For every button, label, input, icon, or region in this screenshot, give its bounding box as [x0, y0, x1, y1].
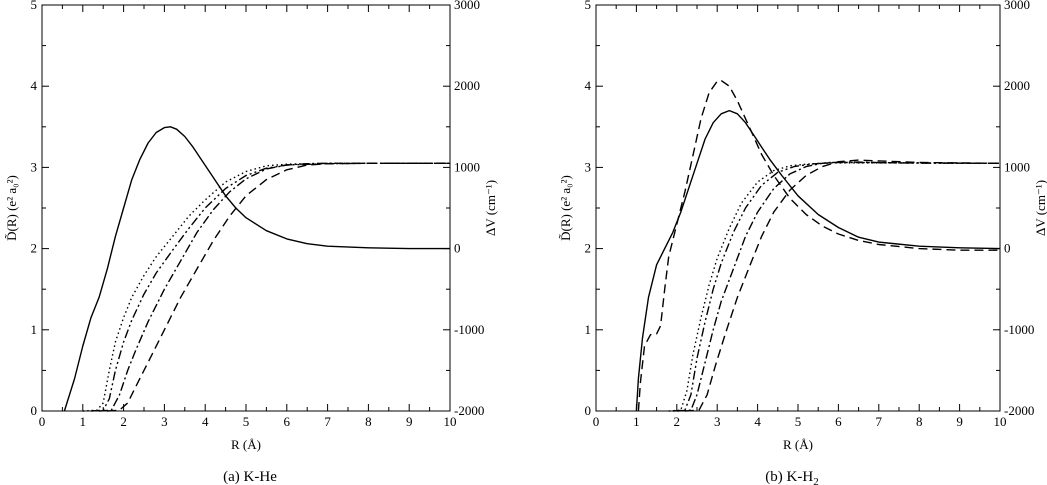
- x-tick-label: 6: [835, 414, 842, 429]
- caption-a: (a) K-He: [223, 469, 277, 485]
- series-line-dotted: [668, 162, 1001, 412]
- y2-tick-label: 0: [454, 241, 461, 256]
- caption-b-subscript: 2: [813, 476, 819, 485]
- panel-a: 0 1 2 3 4 5 6 7 8 9 10 0 1 2 3 4 5 -2000 -1000 0 1000 2000 300…: [4, 0, 498, 452]
- plot-frame: [595, 4, 1001, 412]
- series-line-dash-dot: [99, 162, 450, 412]
- x-tick-label: 7: [324, 414, 331, 429]
- x-tick-label: 8: [916, 414, 923, 429]
- x-tick-label: 3: [161, 414, 168, 429]
- series-line-dashed: [684, 159, 1001, 412]
- y2-tick-label: 2000: [454, 78, 480, 93]
- x-tick-label: 9: [956, 414, 963, 429]
- y-tick-label: 3: [585, 159, 592, 174]
- caption-b-text: (b) K-H: [765, 469, 813, 485]
- x-tick-label: 10: [444, 414, 457, 429]
- y-tick-label: 0: [31, 403, 38, 418]
- series-line-dash-dot: [676, 161, 1001, 412]
- x-tick-label: 5: [243, 414, 250, 429]
- y-tick-label: 0: [585, 403, 592, 418]
- x-axis-title: R (Å): [231, 437, 261, 452]
- y-tick-label: 3: [31, 159, 38, 174]
- x-tick-label: 1: [80, 414, 87, 429]
- x-tick-label: 8: [365, 414, 372, 429]
- series-line-dashed: [107, 162, 450, 412]
- y-tick-label: 4: [585, 78, 592, 93]
- x-tick-label: 1: [633, 414, 640, 429]
- panel-b: 0 1 2 3 4 5 6 7 8 9 10 0 1 2 3 4 5 -2000 -1000 0 1000 2000 300…: [558, 0, 1047, 452]
- caption-b: (b) K-H2: [765, 469, 818, 485]
- y-tick-label: 2: [585, 241, 592, 256]
- y-axis-title: D̃(R) (e² a₀²): [558, 175, 573, 241]
- series-line-dotted: [82, 162, 450, 412]
- y2-tick-label: 3000: [1004, 0, 1030, 12]
- y2-axis-title: ΔV (cm⁻¹): [1033, 180, 1047, 236]
- y-tick-label: 5: [585, 0, 592, 12]
- x-tick-label: 0: [593, 414, 600, 429]
- series-line-solid: [635, 109, 1001, 412]
- y2-tick-label: -1000: [454, 322, 484, 337]
- y2-tick-label: 1000: [454, 159, 480, 174]
- y-tick-label: 1: [585, 322, 592, 337]
- x-axis-title: R (Å): [783, 437, 813, 452]
- plot-frame: [41, 4, 451, 412]
- x-tick-label: 3: [714, 414, 721, 429]
- y2-tick-label: 1000: [1004, 159, 1030, 174]
- y2-tick-label: -2000: [454, 403, 484, 418]
- series-line-solid: [63, 126, 450, 412]
- y2-tick-label: 2000: [1004, 78, 1030, 93]
- y-tick-label: 2: [31, 241, 38, 256]
- y2-tick-label: -2000: [1004, 403, 1034, 418]
- y2-tick-label: 0: [1004, 241, 1011, 256]
- x-tick-label: 7: [876, 414, 883, 429]
- y-tick-label: 5: [31, 0, 38, 12]
- y-tick-label: 4: [31, 78, 38, 93]
- x-tick-label: 9: [406, 414, 413, 429]
- x-tick-label: 5: [795, 414, 802, 429]
- y2-tick-label: 3000: [454, 0, 480, 12]
- y-tick-label: 1: [31, 322, 38, 337]
- x-tick-label: 4: [202, 414, 209, 429]
- x-tick-label: 6: [284, 414, 291, 429]
- y2-axis-title: ΔV (cm⁻¹): [483, 180, 498, 236]
- x-tick-label: 2: [674, 414, 681, 429]
- y2-tick-label: -1000: [1004, 322, 1034, 337]
- y-axis-title: D̃(R) (e² a₀²): [4, 175, 19, 241]
- x-tick-label: 4: [754, 414, 761, 429]
- series-line-dashed: [637, 79, 1000, 412]
- x-tick-label: 0: [39, 414, 46, 429]
- series-line-dash-dot-dot: [90, 162, 450, 412]
- x-tick-label: 2: [120, 414, 127, 429]
- x-tick-label: 10: [994, 414, 1007, 429]
- series-line-dash-dot-dot: [672, 161, 1001, 412]
